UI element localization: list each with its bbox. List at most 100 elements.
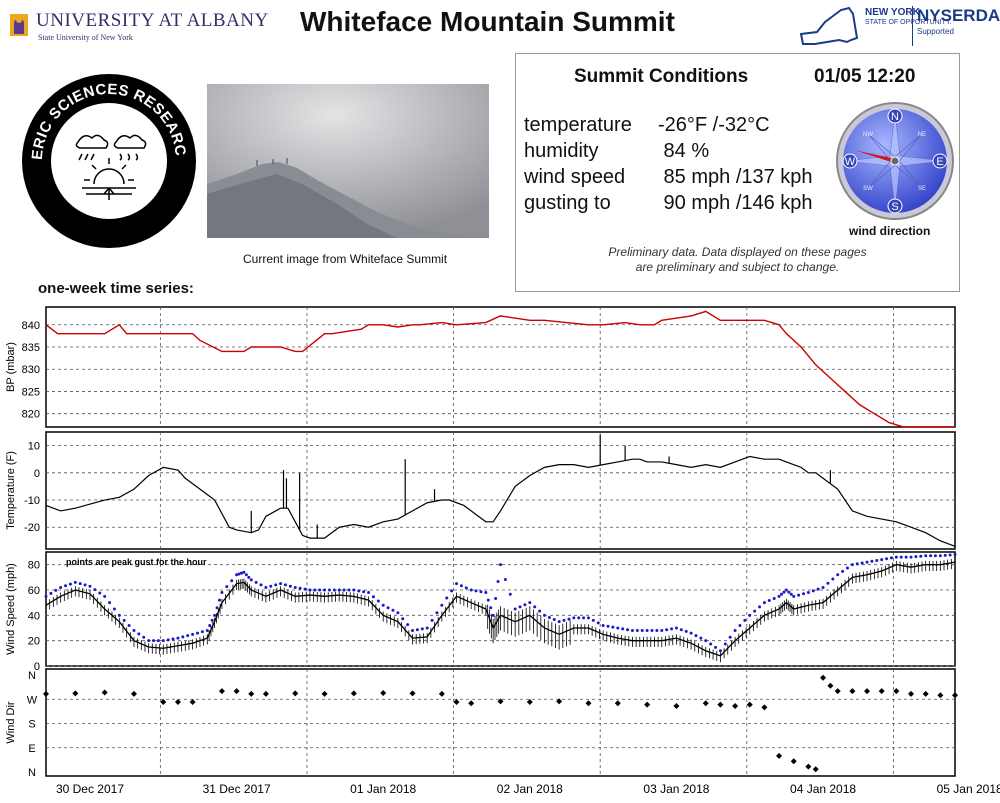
condition-value: 84 % <box>658 140 710 162</box>
svg-text:SUNY: SUNY <box>87 201 130 221</box>
gust-point <box>748 613 752 617</box>
wind-direction-point <box>922 690 929 697</box>
gust-point <box>630 629 634 633</box>
condition-value: -26°F /-32°C <box>658 114 770 136</box>
gust-point <box>200 630 204 634</box>
wind-direction-point <box>321 690 328 697</box>
gust-point <box>54 588 58 592</box>
seal-text-bottom: SUNY <box>87 201 130 221</box>
gust-point <box>772 596 776 600</box>
minerva-logo-icon <box>10 14 28 36</box>
gust-point <box>591 618 595 622</box>
gust-point <box>127 623 131 627</box>
gust-point <box>147 639 151 643</box>
condition-row-temperature: temperature -26°F /-32°C <box>524 114 770 137</box>
gust-point <box>474 589 478 593</box>
wind-direction-point <box>878 688 885 695</box>
compass-nw: NW <box>863 132 873 138</box>
nyserda-logo: NEW YORK STATE OF OPPORTUNITY. NYSERDA S… <box>797 2 1000 52</box>
y-tick-label: N <box>28 670 36 682</box>
condition-label: temperature <box>524 114 632 136</box>
wind-direction-point <box>908 690 915 697</box>
wind-direction-point <box>409 690 416 697</box>
gust-point <box>137 632 141 636</box>
gust-point <box>156 639 160 643</box>
logo-divider <box>912 6 913 46</box>
gust-point <box>64 584 68 588</box>
gust-point <box>503 577 507 581</box>
wind-direction-point <box>526 698 533 705</box>
wind-direction-point <box>189 698 196 705</box>
gust-point <box>782 590 786 594</box>
ny-state-text: NEW YORK STATE OF OPPORTUNITY. <box>865 7 952 27</box>
gust-point <box>59 585 63 589</box>
gust-point <box>237 572 241 576</box>
x-tick-label: 05 Jan 2018 <box>937 782 1000 796</box>
wind-direction-point <box>805 763 812 770</box>
gust-point <box>831 577 835 581</box>
gust-point <box>220 591 224 595</box>
wind-direction-point <box>248 690 255 697</box>
wind-direction-compass-icon: N E S W NE SE SW NW <box>836 102 954 220</box>
gust-point <box>513 607 517 611</box>
gust-point <box>758 605 762 609</box>
gust-point <box>332 588 336 592</box>
gust-point <box>486 598 490 602</box>
gust-point <box>601 623 605 627</box>
condition-label: humidity <box>524 140 599 162</box>
gust-point <box>845 566 849 570</box>
gust-point <box>122 618 126 622</box>
wind-direction-point <box>717 701 724 708</box>
gust-point <box>371 595 375 599</box>
gust-point <box>894 555 898 559</box>
gust-point <box>386 606 390 610</box>
gust-point <box>415 628 419 632</box>
gust-point <box>499 563 502 567</box>
gust-point <box>723 642 727 646</box>
gust-point <box>567 617 571 621</box>
gust-point <box>323 588 327 592</box>
conditions-title: Summit Conditions <box>574 66 749 87</box>
gust-point <box>166 638 170 642</box>
compass-se: SE <box>918 186 926 192</box>
university-at-albany-logo: UNIVERSITY AT ALBANY State University of… <box>8 8 268 46</box>
gust-point <box>205 629 209 633</box>
gust-point <box>242 570 246 574</box>
y-tick-label: 835 <box>22 342 40 354</box>
gust-point <box>308 588 312 592</box>
gust-point <box>806 591 810 595</box>
gust-point <box>528 601 532 605</box>
wind-direction-point <box>453 698 460 705</box>
gust-point <box>213 613 217 617</box>
wind-direction-point <box>350 690 357 697</box>
y-tick-label: 0 <box>34 661 40 673</box>
nyserda-supported: Supported <box>917 27 954 36</box>
gust-point <box>327 588 331 592</box>
wind-direction-point <box>761 704 768 711</box>
gust-point <box>811 589 815 593</box>
wind-direction-point <box>790 758 797 765</box>
gust-point <box>865 560 869 564</box>
gust-point <box>655 629 659 633</box>
gust-point <box>596 621 600 625</box>
gust-point <box>401 617 405 621</box>
chart-panel-frame <box>45 306 956 428</box>
gust-point <box>313 588 317 592</box>
gust-point <box>826 581 830 585</box>
wind-direction-point <box>174 698 181 705</box>
gust-point <box>728 635 732 639</box>
gust-point <box>274 583 278 587</box>
compass-e: E <box>936 156 943 168</box>
wind-direction-point <box>380 690 387 697</box>
page-title: Whiteface Mountain Summit <box>300 6 675 37</box>
y-tick-label: 840 <box>22 320 40 332</box>
wind-needle <box>855 150 895 163</box>
gust-point <box>880 558 884 562</box>
gust-point <box>108 601 112 605</box>
gust-point <box>577 616 581 620</box>
gust-point <box>640 629 644 633</box>
y-tick-label: S <box>28 719 35 731</box>
gust-point <box>611 625 615 629</box>
condition-label: gusting to <box>524 192 611 214</box>
gust-point <box>780 592 784 596</box>
